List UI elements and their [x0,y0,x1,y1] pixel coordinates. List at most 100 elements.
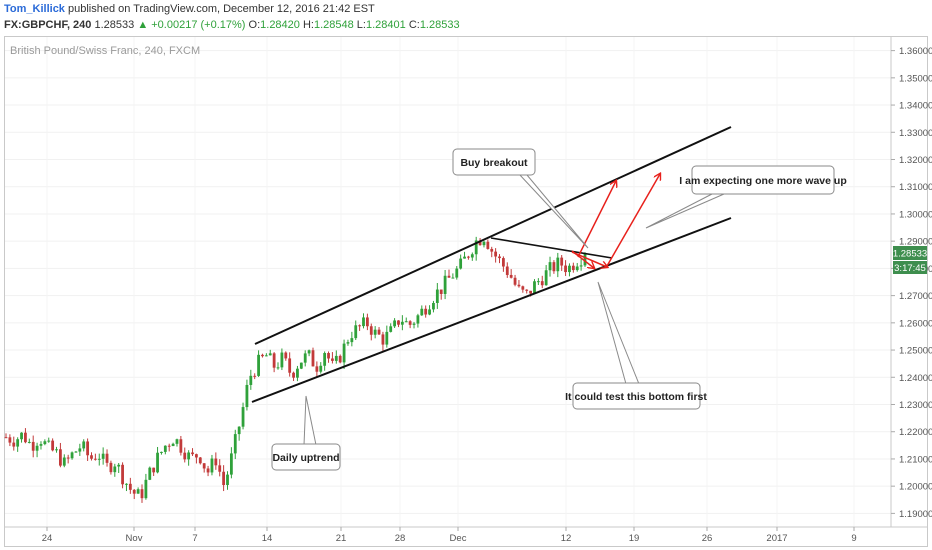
candle-body [377,329,381,335]
candle-body [307,350,311,354]
arrow-rally-2 [606,174,660,267]
candle-body [451,277,455,279]
candle-body [20,432,23,440]
callout-test-bottom-text: It could test this bottom first [565,391,707,403]
candle-body [105,453,109,463]
candle-body [156,452,159,473]
candle-body [327,353,330,359]
callout-one-more-wave-text: I am expecting one more wave up [679,175,846,187]
channel-upper-line [254,126,732,345]
candle-body [62,457,66,466]
last-price-tag-label: 1.28533 [893,249,927,260]
candle-body [358,325,362,327]
candle-body [117,464,121,467]
candle-body [373,329,377,335]
candle-body [292,372,295,378]
high-value: 1.28548 [313,19,354,31]
arrow-rally-1 [577,181,616,258]
time-tick-label: Nov [126,533,143,544]
candle-body [498,256,501,259]
last-price: 1.28533 [94,19,135,31]
candle-body [385,331,389,345]
candle-body [280,352,284,368]
candle-body [408,321,412,325]
candle-body [24,432,27,443]
candle-body [459,258,463,269]
candle-body [455,268,459,278]
candle-body [268,353,272,356]
candle-body [540,281,544,286]
candle-body [319,365,323,372]
symbol-label[interactable]: FX:GBPCHF, 240 [4,19,92,31]
candle-body [198,457,202,464]
candle-body [583,253,587,266]
candle-body [66,457,70,459]
candle-body [167,445,171,447]
candle-body [101,453,105,459]
candle-body [257,354,260,376]
callout-test-bottom[interactable]: It could test this bottom first [565,281,707,410]
candle-body [494,251,498,257]
candle-body [70,452,74,459]
candle-body [55,449,58,451]
callout-one-more-wave[interactable]: I am expecting one more wave up [645,165,847,229]
price-tick-label: 1.26000 [899,318,932,329]
candle-body [369,326,373,335]
price-axis[interactable]: 1.19000 1.20000 1.21000 1.22000 1.23000 1.240… [891,46,932,520]
flag-line [490,237,613,259]
price-tick-label: 1.31000 [899,182,932,193]
price-tick-label: 1.21000 [899,454,932,465]
candle-body [525,289,529,291]
candle-body [354,325,358,339]
candle-body [261,354,264,357]
candle-body [556,257,560,272]
candle-body [315,366,319,372]
candle-body [284,352,288,359]
open-label: O: [248,19,261,31]
candle-body [342,343,346,363]
time-tick-label: 24 [42,533,53,544]
candle-body [113,466,117,473]
candle-body [125,483,128,485]
candle-body [264,355,268,357]
candle-body [389,326,393,332]
price-tick-label: 1.23000 [899,400,932,411]
time-axis[interactable]: 24 Nov 7 14 21 28 Dec 12 19 26 2017 9 [42,527,857,544]
candle-body [160,451,163,453]
candle-body [365,317,369,327]
candle-body [12,442,16,447]
low-label: L: [356,19,366,31]
time-tick-label: 9 [851,533,856,544]
candle-body [241,407,245,427]
candle-body [214,458,218,466]
callout-buy-breakout[interactable]: Buy breakout [452,148,589,249]
price-tick-label: 1.24000 [899,373,932,384]
candle-body [97,458,101,460]
candle-body [447,275,451,278]
candle-body [4,437,8,439]
candle-body [346,342,350,344]
high-label: H: [302,19,314,31]
callout-daily-uptrend-text: Daily uptrend [272,452,339,464]
chart-frame [4,36,928,547]
candle-body [249,375,253,385]
time-tick-label: 21 [336,533,347,544]
callout-buy-breakout-text: Buy breakout [460,157,528,169]
arrow-drop-long [571,251,607,267]
candle-body [568,265,571,273]
ohlc-line: FX:GBPCHF, 240 1.28533 ▲ +0.00217 (+0.17… [4,17,924,33]
candle-body [109,462,113,473]
candle-body [16,439,20,447]
price-tick-label: 1.27000 [899,291,932,302]
channel-lower-line [251,217,732,403]
price-tick-label: 1.25000 [899,346,932,357]
candle-body [548,262,552,271]
candle-body [175,439,179,444]
price-tick-label: 1.34000 [899,101,932,112]
candle-body [179,439,183,453]
candles-layer [4,236,587,503]
candle-body [486,241,490,249]
author-link[interactable]: Tom_Killick [4,3,65,15]
callout-daily-uptrend[interactable]: Daily uptrend [271,395,341,471]
